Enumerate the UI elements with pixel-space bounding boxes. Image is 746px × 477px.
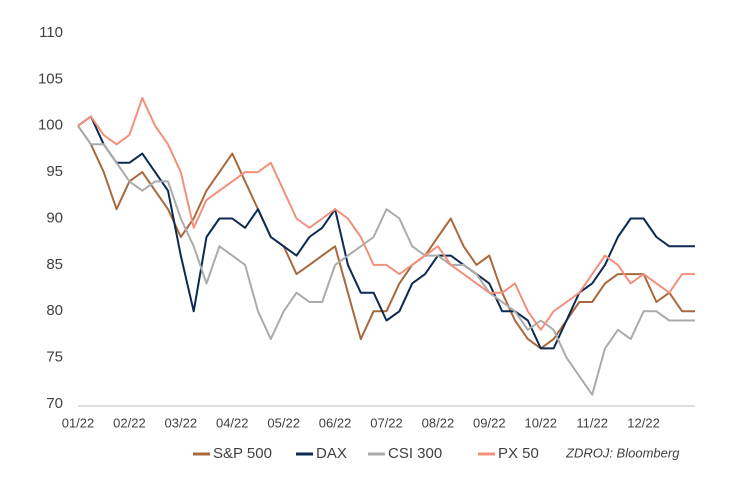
x-tick-label: 02/22	[113, 415, 146, 430]
y-tick-label: 90	[46, 209, 63, 226]
x-tick-label: 04/22	[216, 415, 249, 430]
y-tick-label: 85	[46, 256, 63, 273]
legend-label: S&P 500	[213, 445, 272, 462]
x-tick-label: 03/22	[165, 415, 198, 430]
y-tick-label: 80	[46, 302, 63, 319]
series-line	[77, 125, 695, 350]
series-line	[77, 115, 695, 350]
y-tick-label: 75	[46, 349, 63, 366]
x-tick-label: 12/22	[627, 415, 660, 430]
legend-label: DAX	[316, 445, 347, 462]
series-line	[77, 96, 695, 331]
y-tick-label: 95	[46, 163, 63, 180]
x-tick-label: 01/22	[62, 415, 95, 430]
series-line	[77, 125, 695, 396]
y-tick-label: 105	[38, 70, 63, 87]
y-tick-label: 100	[38, 117, 63, 134]
y-tick-label: 70	[46, 395, 63, 412]
x-tick-label: 10/22	[524, 415, 557, 430]
x-tick-label: 08/22	[422, 415, 455, 430]
y-tick-label: 110	[39, 24, 63, 41]
x-tick-label: 06/22	[319, 415, 352, 430]
source-note: ZDROJ: Bloomberg	[565, 445, 680, 460]
x-tick-label: 05/22	[267, 415, 300, 430]
x-tick-label: 11/22	[576, 415, 608, 430]
x-tick-label: 07/22	[370, 415, 403, 430]
legend-label: PX 50	[498, 445, 539, 462]
legend-label: CSI 300	[388, 445, 442, 462]
x-tick-label: 09/22	[473, 415, 506, 430]
